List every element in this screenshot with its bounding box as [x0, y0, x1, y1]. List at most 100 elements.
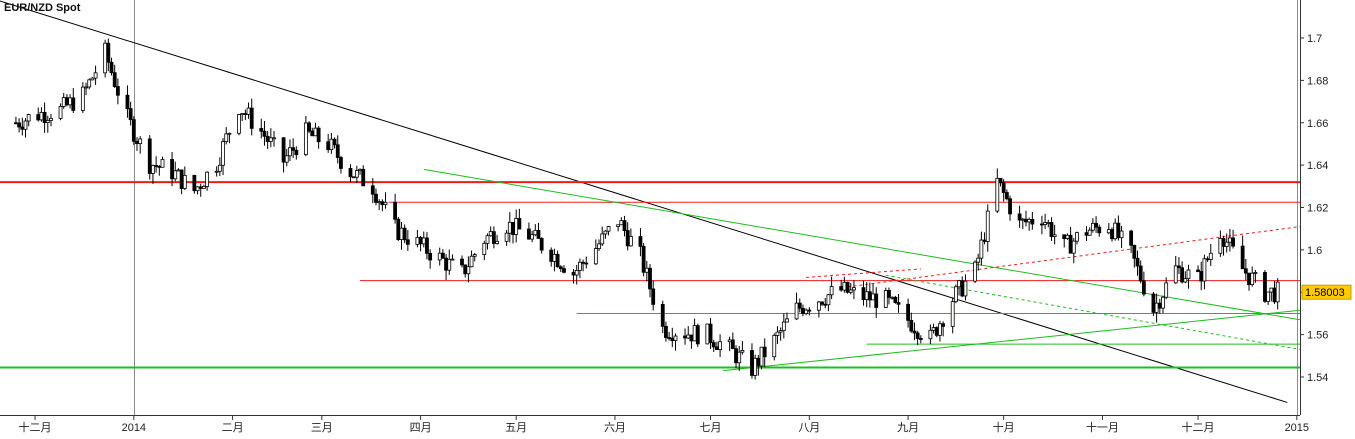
candle-body: [351, 176, 356, 179]
candle-body: [147, 138, 152, 174]
candle-body: [466, 266, 471, 275]
y-tick-label: 1.66: [1307, 118, 1328, 130]
candle-body: [93, 72, 98, 79]
candle: [711, 339, 716, 352]
candle-body: [447, 258, 452, 271]
candle: [202, 184, 206, 189]
candle-body: [555, 253, 560, 268]
candle-body: [202, 186, 206, 189]
candle: [1202, 254, 1207, 290]
candle: [428, 249, 433, 269]
candle-body: [428, 252, 433, 261]
candle: [603, 230, 608, 239]
candle: [1119, 225, 1124, 249]
candle-body: [1027, 219, 1032, 223]
y-tick-label: 1.68: [1307, 75, 1328, 87]
candle-body: [504, 232, 509, 242]
candle-body: [1062, 234, 1067, 240]
candle: [1173, 255, 1178, 284]
candle-body: [603, 230, 608, 235]
candle: [472, 252, 477, 262]
candle: [1253, 269, 1258, 283]
candle-body: [887, 290, 891, 298]
candle: [1001, 179, 1006, 202]
candle: [979, 231, 984, 266]
candle-body: [807, 309, 812, 312]
candle: [1141, 271, 1146, 297]
candle: [42, 102, 47, 133]
candle-body: [485, 235, 490, 244]
candle-body: [593, 248, 598, 265]
candle: [1196, 265, 1200, 273]
candle-body: [1065, 234, 1070, 240]
candle-body: [772, 335, 777, 358]
candle-body: [307, 122, 311, 132]
candle-body: [517, 218, 522, 230]
candle: [941, 321, 946, 337]
x-tick-label: 七月: [700, 421, 722, 434]
candle: [912, 322, 917, 341]
candle: [1180, 261, 1185, 284]
candle-body: [1008, 198, 1012, 215]
candle: [737, 345, 742, 371]
candle: [1240, 235, 1245, 270]
candle: [1183, 271, 1188, 284]
candle-body: [1263, 272, 1267, 302]
candle-body: [399, 227, 404, 240]
candle-body: [705, 323, 710, 345]
candle-body: [558, 266, 563, 270]
candle-body: [864, 291, 869, 300]
y-tick-label: 1.6: [1307, 245, 1322, 257]
candle-body: [26, 114, 31, 122]
candle: [1161, 295, 1165, 314]
candle-body: [934, 327, 939, 336]
candle-body: [1218, 238, 1223, 254]
candle: [896, 293, 901, 313]
candle: [227, 132, 232, 144]
candle: [915, 330, 920, 346]
candle-body: [135, 140, 139, 145]
candle: [794, 292, 799, 321]
candle-body: [737, 351, 742, 364]
candle: [335, 135, 340, 164]
candle: [976, 253, 981, 271]
candle: [131, 116, 136, 146]
candle-body: [1116, 222, 1121, 239]
candle-body: [361, 168, 366, 187]
candle: [294, 146, 299, 160]
candle-body: [839, 286, 844, 291]
candle-body: [358, 168, 362, 172]
candle: [112, 64, 117, 88]
candle: [303, 115, 308, 157]
candle-body: [329, 138, 334, 150]
candle: [998, 177, 1003, 187]
candle: [482, 240, 487, 261]
candle: [762, 338, 767, 368]
candle-body: [708, 323, 713, 343]
candle: [648, 264, 652, 298]
candle: [17, 118, 22, 133]
candle-body: [896, 302, 901, 305]
candle-body: [71, 97, 76, 111]
candle: [778, 327, 783, 341]
candle-body: [288, 147, 292, 157]
candle-body: [842, 281, 847, 291]
candle-body: [740, 350, 745, 353]
candle-body: [533, 229, 538, 236]
candle: [1231, 229, 1235, 249]
candle-body: [1090, 222, 1095, 231]
candle: [1049, 217, 1054, 241]
candle-body: [552, 253, 557, 262]
candle: [1208, 243, 1213, 266]
candle: [820, 301, 824, 306]
candle: [1250, 266, 1255, 287]
candle-body: [42, 111, 47, 123]
candle: [826, 293, 831, 312]
candle-body: [871, 293, 875, 301]
candle-body: [1154, 302, 1159, 313]
candle: [348, 164, 353, 183]
candle-body: [131, 119, 136, 142]
candle: [1186, 264, 1191, 289]
candle: [883, 287, 888, 309]
candle: [284, 148, 289, 167]
